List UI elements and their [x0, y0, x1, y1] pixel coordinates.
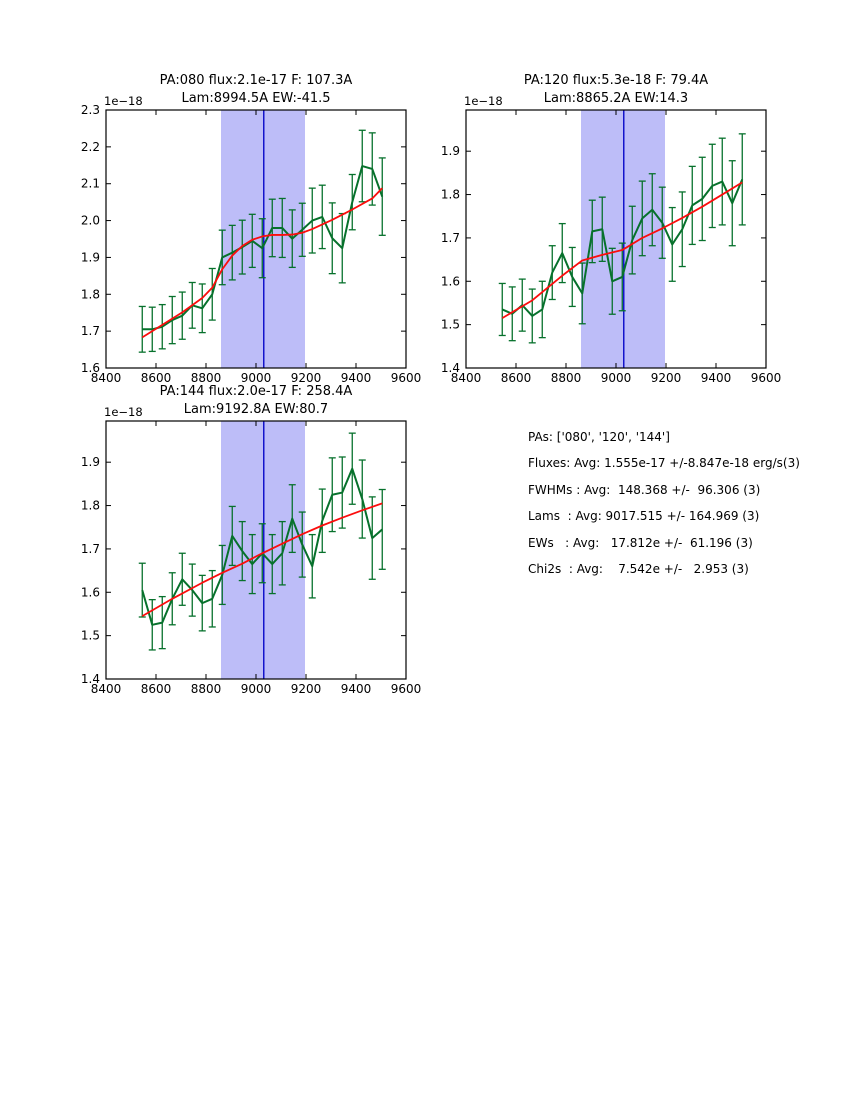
y-axis-offset-label: 1e−18	[104, 405, 143, 419]
stats-line-fwhms: FWHMs : Avg: 148.368 +/- 96.306 (3)	[528, 482, 761, 497]
y-tick-label: 1.7	[81, 542, 100, 556]
y-tick-label: 1.7	[441, 231, 460, 245]
y-tick-label: 2.0	[81, 214, 100, 228]
spectrum-line	[501, 178, 744, 317]
x-tick-label: 9000	[241, 682, 272, 696]
x-tick-label: 8800	[191, 682, 222, 696]
subplot-pa080: PA:080 flux:2.1e-17 F: 107.3A Lam:8994.5…	[81, 73, 421, 385]
x-tick-label: 8400	[451, 371, 482, 385]
y-tick-label: 1.8	[441, 188, 460, 202]
x-tick-label: 9200	[651, 371, 682, 385]
x-tick-label: 9200	[291, 682, 322, 696]
stats-panel: PAs: ['080', '120', '144'] Fluxes: Avg: …	[528, 430, 800, 588]
subplot-pa144-title: PA:144 flux:2.0e-17 F: 258.4A Lam:9192.8…	[106, 383, 406, 419]
y-tick-label: 1.6	[81, 585, 100, 599]
axes-pa144: 8400 8600 8800 9000 9200 9400 9600 1.4 1.5 1.6 1.7…	[81, 420, 421, 696]
y-tick-label: 1.9	[81, 250, 100, 264]
subplot-pa120-title: PA:120 flux:5.3e-18 F: 79.4A Lam:8865.2A…	[466, 72, 766, 108]
y-tick-label: 2.2	[81, 140, 100, 154]
fit-line	[501, 181, 743, 319]
x-tick-label: 9400	[701, 371, 732, 385]
subplot-title-line1: PA:080 flux:2.1e-17 F: 107.3A	[159, 73, 353, 88]
y-tick-label: 1.4	[81, 672, 100, 686]
x-tick-label: 8600	[501, 371, 532, 385]
x-tick-label: 8600	[141, 371, 172, 385]
y-tick-label: 1.9	[441, 144, 460, 158]
stats-line-chi2s: Chi2s : Avg: 7.542e +/- 2.953 (3)	[528, 561, 749, 576]
fit-line	[141, 502, 383, 617]
y-tick-label: 1.9	[81, 455, 100, 469]
axes-pa080: 8400 8600 8800 9000 9200 9400 9600 1.6 1.7 1.8 1.9…	[81, 103, 421, 385]
y-tick-label: 1.6	[81, 361, 100, 375]
x-tick-label: 9200	[291, 371, 322, 385]
spectrum-line	[142, 165, 384, 331]
stats-line-ews: EWs : Avg: 17.812e +/- 61.196 (3)	[528, 535, 753, 550]
x-tick-label: 9000	[601, 371, 632, 385]
y-axis-offset-label: 1e−18	[464, 94, 503, 108]
y-tick-label: 1.5	[441, 318, 460, 332]
subplot-pa080-title: PA:080 flux:2.1e-17 F: 107.3A Lam:8994.5…	[106, 72, 406, 108]
x-tick-label: 8800	[551, 371, 582, 385]
y-tick-label: 1.6	[441, 274, 460, 288]
x-tick-label: 8400	[91, 682, 122, 696]
x-tick-label: 8600	[141, 682, 172, 696]
y-tick-label: 1.4	[441, 361, 460, 375]
y-tick-label: 2.3	[81, 103, 100, 117]
stats-line-lams: Lams : Avg: 9017.515 +/- 164.969 (3)	[528, 509, 760, 524]
x-tick-label: 9400	[341, 371, 372, 385]
y-tick-label: 1.8	[81, 499, 100, 513]
subplot-title-line1: PA:120 flux:5.3e-18 F: 79.4A	[523, 73, 709, 88]
x-tick-label: 8800	[191, 371, 222, 385]
stats-line-pas: PAs: ['080', '120', '144']	[528, 430, 670, 444]
x-tick-label: 9600	[751, 371, 782, 385]
subplot-title-line2: Lam:8865.2A EW:14.3	[543, 91, 689, 106]
fit-line	[141, 187, 383, 339]
x-tick-label: 9000	[241, 371, 272, 385]
stats-line-fluxes: Fluxes: Avg: 1.555e-17 +/-8.847e-18 erg/…	[528, 456, 800, 471]
x-tick-label: 9400	[341, 682, 372, 696]
subplot-title-line2: Lam:9192.8A EW:80.7	[183, 402, 329, 417]
x-tick-label: 9600	[391, 371, 422, 385]
y-tick-label: 1.8	[81, 287, 100, 301]
y-tick-label: 2.1	[81, 177, 100, 191]
y-tick-label: 1.5	[81, 629, 100, 643]
y-axis-offset-label: 1e−18	[104, 94, 143, 108]
subplot-pa120: PA:120 flux:5.3e-18 F: 79.4A Lam:8865.2A…	[441, 73, 781, 385]
x-tick-label: 8400	[91, 371, 122, 385]
subplot-title-line2: Lam:8994.5A EW:-41.5	[181, 91, 331, 106]
subplot-title-line1: PA:144 flux:2.0e-17 F: 258.4A	[159, 384, 353, 399]
axes-pa120: 8400 8600 8800 9000 9200 9400 9600 1.4 1.5 1.6 1.7…	[441, 109, 781, 385]
y-tick-label: 1.7	[81, 324, 100, 338]
x-tick-label: 9600	[391, 682, 422, 696]
subplot-pa144: PA:144 flux:2.0e-17 F: 258.4A Lam:9192.8…	[81, 384, 421, 696]
